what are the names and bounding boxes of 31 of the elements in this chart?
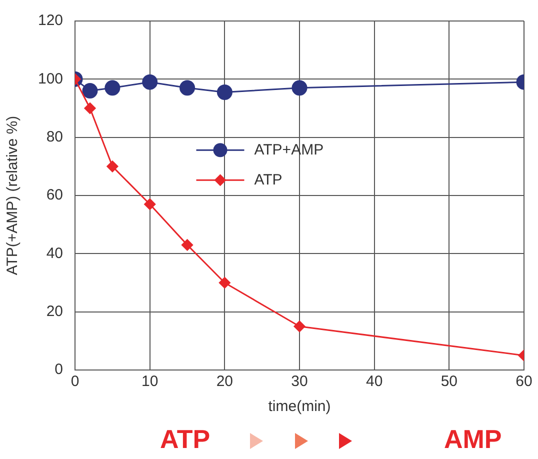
x-tick-label: 50	[440, 373, 458, 390]
y-tick-label: 40	[46, 244, 64, 262]
x-tick-label: 60	[516, 373, 532, 390]
y-axis-title: ATP(+AMP) (relative %)	[4, 116, 22, 276]
x-tick-label: 20	[216, 373, 234, 390]
y-tick-label: 80	[46, 128, 64, 146]
point	[144, 198, 156, 210]
x-axis-title: time(min)	[268, 398, 331, 416]
x-tick-label: 0	[70, 373, 80, 390]
point	[294, 320, 306, 332]
point	[180, 80, 196, 96]
y-tick-label: 60	[46, 186, 64, 204]
y-tick-label: 20	[46, 302, 64, 320]
y-tick-label: 120	[38, 12, 64, 30]
point	[182, 239, 194, 251]
x-tick-label: 30	[291, 373, 308, 390]
legend-label: ATP	[254, 171, 282, 188]
text: ATP	[160, 424, 210, 455]
point	[216, 84, 232, 100]
point	[84, 102, 96, 114]
y-tick-label: 0	[54, 361, 64, 378]
point	[292, 80, 308, 96]
x-tick-label: 40	[366, 373, 383, 390]
point	[82, 83, 98, 99]
point	[106, 160, 118, 172]
point	[218, 277, 230, 288]
point	[104, 80, 120, 96]
x-tick-label: 10	[142, 373, 158, 390]
point	[142, 74, 158, 90]
y-tick-label: 100	[38, 70, 64, 88]
text: AMP	[444, 424, 502, 455]
